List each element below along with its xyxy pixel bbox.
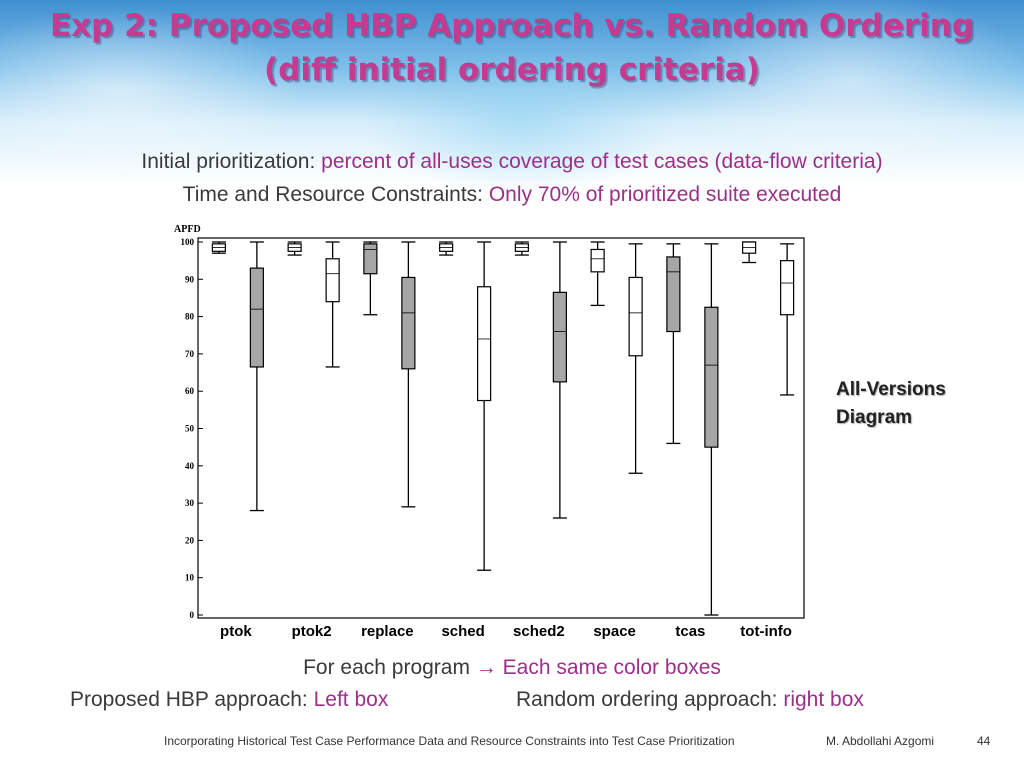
slide-title: Exp 2: Proposed HBP Approach vs. Random … <box>0 4 1024 92</box>
bottom-line2-left: Proposed HBP approach: Left box <box>70 688 388 712</box>
box-iqr <box>590 248 605 273</box>
box-iqr <box>249 267 264 368</box>
y-tick-label: 20 <box>185 535 195 545</box>
box-replace-right <box>401 241 416 508</box>
category-label-space: space <box>593 623 636 640</box>
slide-title-line1: Exp 2: Proposed HBP Approach vs. Random … <box>49 8 975 44</box>
box-iqr <box>477 286 492 402</box>
y-tick-label: 80 <box>185 312 195 322</box>
all-versions-note-line2: Diagram <box>836 407 913 428</box>
category-label-tot-info: tot-info <box>740 623 792 640</box>
box-space-left <box>590 241 605 307</box>
plot-frame <box>197 237 805 619</box>
y-tick-label: 60 <box>185 386 195 396</box>
box-sched-left <box>439 241 454 256</box>
hbp-value: Left box <box>313 688 389 711</box>
subtitle-line2: Time and Resource Constraints: Only 70% … <box>0 183 1024 207</box>
box-sched2-left <box>514 241 529 256</box>
random-label: Random ordering approach: <box>516 688 784 711</box>
box-iqr <box>666 256 681 333</box>
bottom-line1-arrow: → <box>475 656 497 679</box>
bottom-line1-label: For each program <box>303 656 476 679</box>
category-label-sched: sched <box>441 623 484 640</box>
chart-title: APFD <box>174 224 201 235</box>
category-label-sched2: sched2 <box>513 623 565 640</box>
category-label-ptok: ptok <box>220 623 252 640</box>
box-replace-left <box>363 241 378 316</box>
box-tcas-right <box>704 243 719 616</box>
bottom-line1: For each program → Each same color boxes <box>0 656 1024 680</box>
box-sched-right <box>477 241 492 571</box>
y-tick-label: 30 <box>185 498 195 508</box>
y-tick-label: 70 <box>185 349 195 359</box>
all-versions-note-line1: All-Versions <box>836 379 946 400</box>
category-label-tcas: tcas <box>675 623 705 640</box>
chart-labels: APFD 0 10 20 30 40 50 60 70 80 90 100 ptok ptok2 repla… <box>174 224 792 640</box>
footer-text: Incorporating Historical Test Case Perfo… <box>164 734 735 748</box>
chart-boxes <box>211 241 795 616</box>
box-tot-info-right <box>780 243 795 396</box>
hbp-label: Proposed HBP approach: <box>70 688 314 711</box>
box-iqr <box>780 260 795 316</box>
box-tcas-left <box>666 243 681 445</box>
box-iqr <box>401 276 416 370</box>
y-tick-label: 40 <box>185 461 195 471</box>
chart-axes <box>197 237 805 619</box>
box-sched2-right <box>552 241 567 519</box>
box-iqr <box>325 258 340 303</box>
box-iqr <box>628 276 643 357</box>
box-iqr <box>363 243 378 275</box>
y-tick-label: 100 <box>181 237 195 247</box>
slide-title-line2: (diff initial ordering criteria) <box>264 52 760 88</box>
all-versions-note: All-Versions Diagram <box>836 376 946 432</box>
subtitle-line1-label: Initial prioritization: <box>141 150 322 173</box>
y-tick-label: 10 <box>185 573 195 583</box>
category-label-replace: replace <box>361 623 414 640</box>
box-ptok-left <box>211 241 226 254</box>
y-tick-label: 90 <box>185 274 195 284</box>
box-iqr <box>704 306 719 448</box>
subtitle-line1-value: percent of all-uses coverage of test cas… <box>321 150 883 173</box>
random-value: right box <box>783 688 864 711</box>
footer-page-number: 44 <box>977 734 991 748</box>
category-label-ptok2: ptok2 <box>292 623 332 640</box>
bottom-line1-value: Each same color boxes <box>496 656 721 679</box>
apfd-boxplot-chart: APFD 0 10 20 30 40 50 60 70 80 90 100 ptok ptok2 repla… <box>174 224 805 640</box>
box-ptok-right <box>249 241 264 512</box>
y-tick-label: 50 <box>185 424 195 434</box>
subtitle-line2-label: Time and Resource Constraints: <box>182 183 489 206</box>
box-tot-info-left <box>742 241 757 264</box>
y-tick-label: 0 <box>190 610 195 620</box>
box-ptok2-left <box>287 241 302 256</box>
bottom-line2-right: Random ordering approach: right box <box>516 688 864 712</box>
box-space-right <box>628 243 643 474</box>
subtitle-line1: Initial prioritization: percent of all-u… <box>0 150 1024 174</box>
subtitle-line2-value: Only 70% of prioritized suite executed <box>488 183 842 206</box>
box-iqr <box>552 291 567 383</box>
footer-author: M. Abdollahi Azgomi <box>826 734 935 748</box>
box-ptok2-right <box>325 241 340 368</box>
